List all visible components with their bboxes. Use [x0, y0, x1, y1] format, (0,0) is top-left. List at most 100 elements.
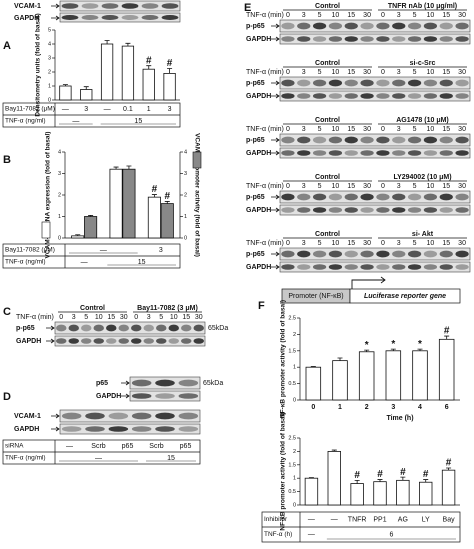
band: [106, 324, 117, 332]
group-label: LY294002 (10 μM): [393, 174, 451, 181]
cell: p65: [180, 443, 192, 450]
band: [392, 207, 406, 213]
cell: —: [308, 516, 315, 523]
band: [85, 426, 105, 432]
y-tick-label: 1: [48, 83, 51, 89]
band: [85, 412, 105, 420]
band: [328, 22, 343, 30]
time-label: TNF-α (min): [246, 240, 284, 247]
time: 3: [302, 126, 306, 133]
cell: PP1: [373, 516, 386, 523]
band: [376, 264, 390, 270]
cell: p65: [122, 443, 134, 450]
error-bar: [126, 165, 132, 170]
x-tick-label: 1: [338, 404, 342, 411]
band: [360, 36, 374, 42]
blot: [129, 390, 201, 402]
time: 0: [381, 69, 385, 76]
band: [168, 338, 179, 344]
y2-tick-label: 4: [184, 149, 187, 155]
error-bar: [331, 449, 337, 452]
band: [297, 250, 311, 258]
annotation: #: [164, 191, 170, 202]
time: 10: [170, 314, 178, 321]
band: [407, 150, 422, 156]
band: [439, 250, 453, 258]
row-label: p-p65: [246, 251, 265, 258]
band: [344, 264, 358, 270]
band: [312, 150, 327, 156]
band: [141, 14, 159, 21]
band: [392, 36, 406, 42]
bar: [160, 203, 174, 239]
band: [392, 264, 406, 270]
y-tick-label: 1: [293, 365, 296, 371]
time: 5: [84, 314, 88, 321]
cell: 15: [134, 118, 142, 125]
band: [181, 324, 192, 332]
band: [121, 14, 139, 21]
cell: 15: [138, 259, 146, 266]
band: [423, 79, 438, 87]
band: [392, 136, 406, 144]
row-label: GAPDH: [96, 393, 121, 400]
blot: [279, 247, 471, 261]
time: 3: [397, 12, 401, 19]
band: [193, 324, 204, 332]
band: [155, 393, 175, 399]
band: [407, 22, 422, 30]
time: 30: [458, 69, 466, 76]
time: 0: [59, 314, 63, 321]
time: 10: [427, 183, 435, 190]
error-bar: [364, 349, 370, 352]
bar: [327, 450, 341, 506]
band: [407, 93, 422, 99]
y2-axis-label: VCAM-1 promoter activity (fold of basal): [193, 133, 200, 257]
row-label: p-p65: [16, 325, 35, 332]
band: [297, 36, 311, 42]
row-name: TNF-α (ng/ml): [5, 259, 46, 266]
y-tick-label: 1.5: [288, 462, 296, 468]
annotation: #: [354, 470, 360, 481]
y-axis-label: NF-κB promoter activity (fold of basal): [280, 412, 287, 530]
time: 30: [120, 314, 128, 321]
bar: [419, 481, 433, 506]
time-label: TNF-α (min): [246, 12, 284, 19]
y-tick-label: 1: [293, 476, 296, 482]
band: [312, 136, 327, 144]
reporter-box: [349, 288, 461, 304]
band: [81, 3, 99, 9]
time: 15: [347, 240, 355, 247]
y-axis-label: VCAM-1 mRNA expression (fold of basal): [45, 132, 52, 259]
bar: [373, 481, 387, 506]
band: [407, 250, 422, 258]
band: [281, 207, 295, 213]
band: [360, 207, 374, 213]
group-label: AG1478 (10 μM): [396, 117, 449, 124]
y-axis-label: Densitometry units (fold of basal): [35, 13, 42, 116]
blot: [279, 204, 471, 216]
bar: [304, 477, 319, 506]
y-tick-label: 2.5: [288, 315, 296, 321]
band: [61, 426, 82, 432]
row-name: TNF-α (ng/ml): [5, 455, 46, 462]
band: [312, 93, 327, 99]
time: 5: [413, 69, 417, 76]
bar: [122, 168, 136, 239]
band: [178, 426, 199, 432]
band: [423, 207, 438, 213]
blot: [279, 90, 471, 102]
arrow: [51, 3, 60, 9]
time: 30: [458, 126, 466, 133]
arrow: [271, 251, 280, 257]
error-bar: [400, 476, 406, 481]
time: 10: [332, 126, 340, 133]
time: 10: [427, 12, 435, 19]
row-name: Inhibitor: [264, 516, 288, 523]
time: 30: [458, 12, 466, 19]
row-label: p-p65: [246, 194, 265, 201]
band: [143, 338, 154, 344]
time: 15: [347, 12, 355, 19]
arrow: [271, 264, 280, 270]
band: [423, 36, 438, 42]
